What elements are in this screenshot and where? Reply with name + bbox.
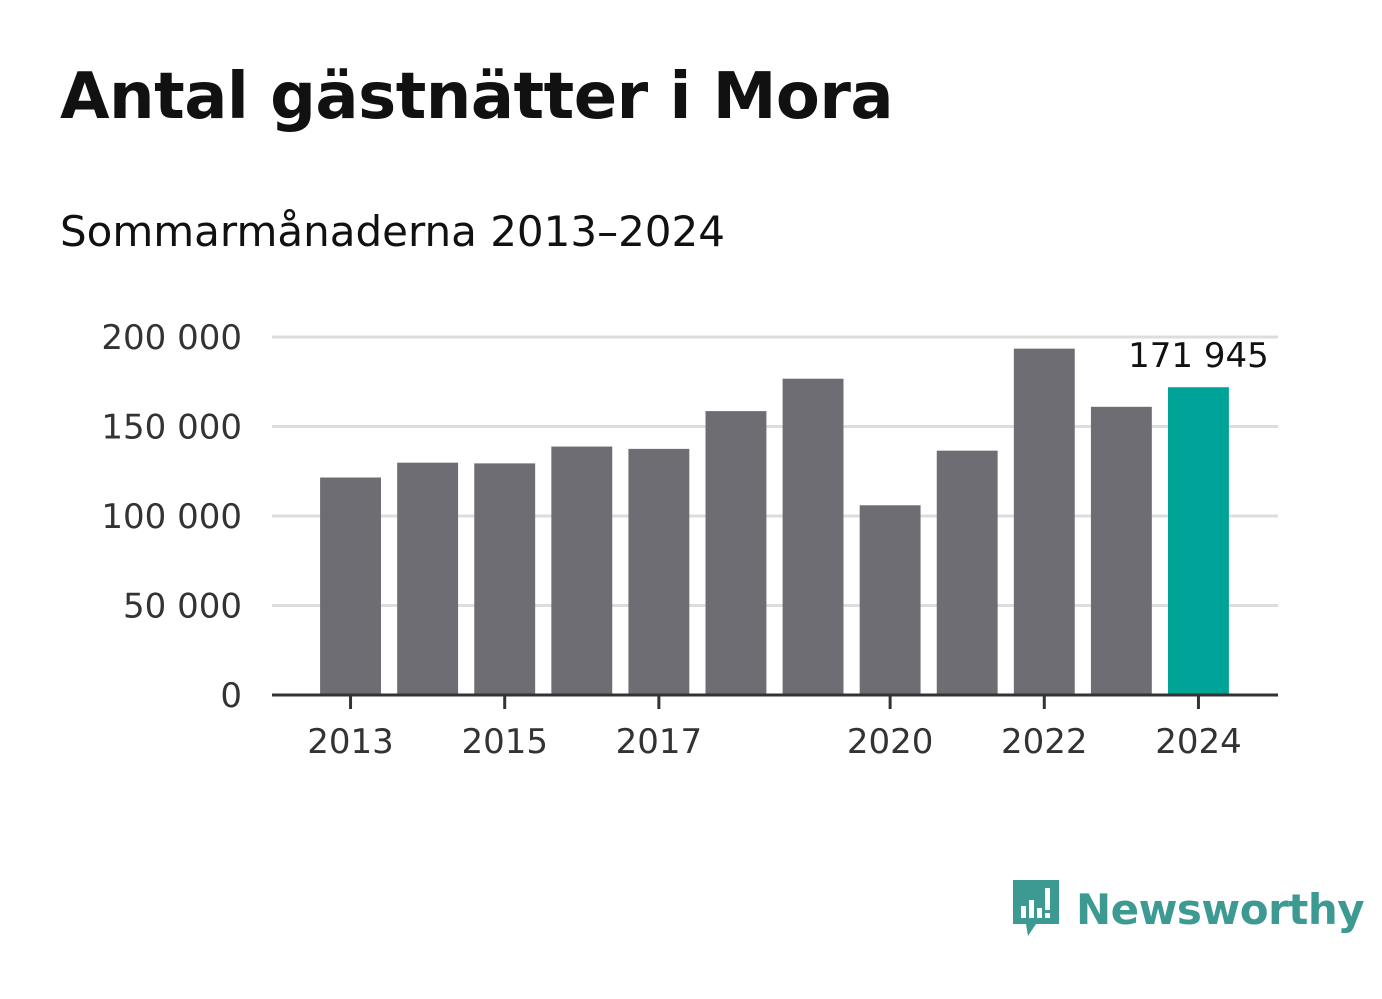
x-tick-label: 2017 xyxy=(616,722,703,762)
chart-subtitle: Sommarmånaderna 2013–2024 xyxy=(60,207,725,256)
bar-2022 xyxy=(1013,348,1075,695)
y-tick-label: 50 000 xyxy=(123,587,242,627)
bar-2021 xyxy=(936,450,998,695)
bar-2023 xyxy=(1090,406,1152,695)
bar-2020 xyxy=(859,505,921,695)
bar-2018 xyxy=(705,411,767,695)
y-tick-label: 100 000 xyxy=(101,497,242,537)
bar-2014 xyxy=(397,462,459,695)
brand-name: Newsworthy xyxy=(1076,884,1365,934)
x-tick-label: 2020 xyxy=(847,722,934,762)
x-tick-label: 2024 xyxy=(1155,722,1242,762)
bar-2019 xyxy=(782,378,844,695)
bar-2013 xyxy=(320,477,381,695)
y-tick-label: 200 000 xyxy=(101,318,242,358)
x-tick-label: 2015 xyxy=(461,722,548,762)
bar-2016 xyxy=(551,446,613,695)
newsworthy-logo: Newsworthy xyxy=(1010,878,1365,940)
data-label: 171 945 xyxy=(1128,336,1269,376)
bar-2015 xyxy=(474,463,536,695)
newsworthy-logo-icon xyxy=(1013,880,1059,936)
y-tick-label: 0 xyxy=(220,676,242,716)
bar-2017 xyxy=(628,448,690,695)
bar-2024 xyxy=(1168,387,1229,695)
y-tick-label: 150 000 xyxy=(101,408,242,448)
x-tick-label: 2022 xyxy=(1001,722,1088,762)
x-tick-label: 2013 xyxy=(307,722,394,762)
chart-title: Antal gästnätter i Mora xyxy=(60,60,894,134)
